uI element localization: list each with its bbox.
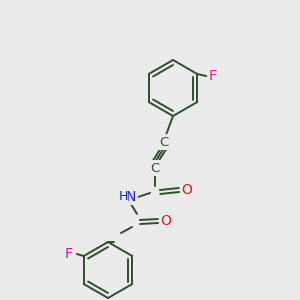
Text: N: N bbox=[126, 190, 136, 204]
Text: C: C bbox=[150, 161, 160, 175]
Text: H: H bbox=[118, 190, 128, 202]
Text: F: F bbox=[65, 247, 73, 261]
Text: O: O bbox=[182, 183, 192, 197]
Text: F: F bbox=[208, 69, 216, 83]
Text: O: O bbox=[160, 214, 171, 228]
Text: C: C bbox=[159, 136, 169, 148]
